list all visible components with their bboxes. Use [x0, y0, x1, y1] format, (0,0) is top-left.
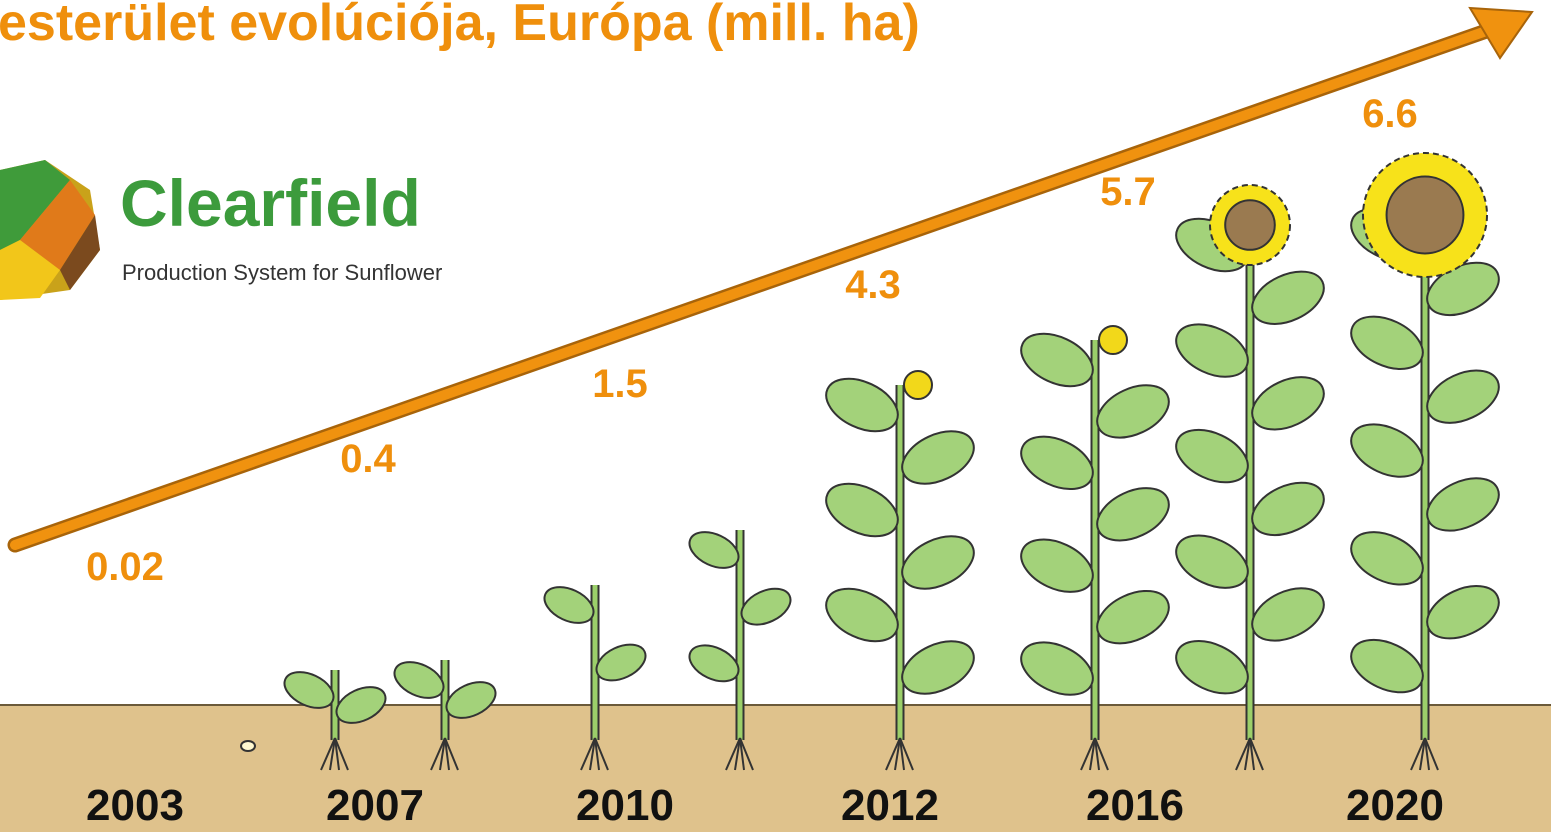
year-label: 2020	[1346, 781, 1444, 830]
leaf	[818, 473, 906, 546]
leaf	[1244, 578, 1332, 651]
leaf	[1419, 575, 1507, 648]
leaf	[894, 631, 982, 704]
value-label: 0.02	[86, 545, 164, 589]
leaf	[389, 655, 449, 705]
logo-tagline: Production System for Sunflower	[122, 260, 442, 285]
year-label: 2010	[576, 781, 674, 830]
year-label: 2003	[86, 781, 184, 830]
value-label: 1.5	[592, 362, 648, 406]
leaf	[818, 368, 906, 441]
leaf	[1089, 580, 1177, 653]
leaf	[1419, 360, 1507, 433]
leaf	[1089, 375, 1177, 448]
logo-brand: Clearfield	[120, 166, 421, 240]
leaf	[1168, 419, 1256, 492]
flower-disk	[1225, 200, 1275, 250]
sunflower-plant	[1168, 185, 1332, 770]
leaf	[1013, 632, 1101, 705]
leaf	[1013, 426, 1101, 499]
value-label: 0.4	[340, 437, 396, 481]
leaf	[1244, 261, 1332, 334]
leaf	[1343, 414, 1431, 487]
leaf	[1168, 630, 1256, 703]
leaf	[1168, 525, 1256, 598]
year-label: 2012	[841, 781, 939, 830]
leaf	[1343, 306, 1431, 379]
leaf	[894, 526, 982, 599]
leaf	[1244, 367, 1332, 440]
leaf	[1013, 323, 1101, 396]
leaf	[1343, 629, 1431, 702]
leaf	[894, 421, 982, 494]
value-label: 6.6	[1362, 92, 1418, 136]
leaf	[591, 637, 651, 687]
leaf	[736, 582, 796, 632]
leaf	[539, 580, 599, 630]
logo: Clearfield Production System for Sunflow…	[0, 160, 442, 300]
year-label: 2016	[1086, 781, 1184, 830]
bud	[904, 371, 932, 399]
leaf	[1343, 522, 1431, 595]
year-label: 2007	[326, 781, 424, 830]
logo-icon	[0, 160, 100, 300]
leaf	[1089, 478, 1177, 551]
title: esterület evolúciója, Európa (mill. ha)	[0, 0, 920, 52]
slide: esterület evolúciója, Európa (mill. ha) …	[0, 0, 1551, 832]
value-label: 5.7	[1100, 170, 1156, 214]
flower-disk	[1387, 177, 1464, 254]
leaf	[1013, 529, 1101, 602]
leaf	[818, 578, 906, 651]
leaf	[684, 525, 744, 575]
bud	[1099, 326, 1127, 354]
seed	[241, 741, 255, 751]
ground	[0, 705, 1551, 832]
leaf	[1168, 314, 1256, 387]
leaf	[684, 638, 744, 688]
sunflower-plant	[1013, 323, 1177, 770]
leaf	[1244, 472, 1332, 545]
sunflower-plant	[1343, 153, 1507, 770]
value-label: 4.3	[845, 263, 901, 307]
leaf	[1419, 468, 1507, 541]
